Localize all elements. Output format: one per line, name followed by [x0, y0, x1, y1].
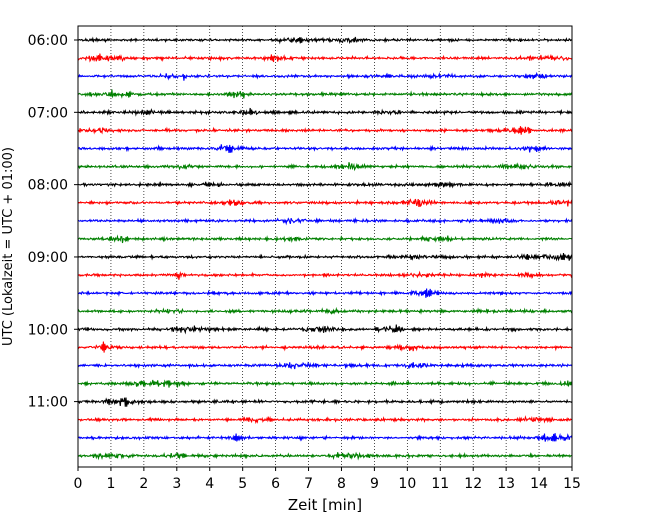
y-axis-ticks: 06:00 07:00 08:00 09:00 10:00 11:00: [28, 33, 78, 411]
x-tick-label: 9: [370, 476, 379, 492]
y-tick-label: 10:00: [28, 322, 68, 338]
x-tick-label: 14: [530, 476, 548, 492]
y-axis-title: UTC (Lokalzeit = UTC + 01:00): [1, 147, 16, 346]
seismic-traces: [77, 36, 573, 461]
trace-0915: [77, 270, 573, 280]
x-tick-label: 6: [271, 476, 280, 492]
trace-0845: [78, 234, 573, 244]
x-tick-label: 2: [139, 476, 148, 492]
trace-0945: [77, 306, 573, 315]
x-axis-ticks: 0 1 2 3 4 5 6 7 8 9 10 11 12 13 14 15: [74, 467, 581, 492]
x-tick-label: 11: [431, 476, 449, 492]
x-tick-label: 13: [497, 476, 515, 492]
x-tick-label: 10: [398, 476, 416, 492]
x-tick-label: 7: [304, 476, 313, 492]
y-tick-label: 08:00: [28, 178, 68, 194]
x-tick-label: 4: [205, 476, 214, 492]
trace-1130: [77, 433, 573, 442]
x-tick-label: 3: [172, 476, 181, 492]
trace-0645: [77, 89, 573, 99]
x-tick-label: 8: [337, 476, 346, 492]
x-axis-title: Zeit [min]: [288, 496, 362, 514]
trace-0615: [77, 53, 573, 63]
trace-0745: [77, 162, 573, 172]
x-tick-label: 5: [238, 476, 247, 492]
trace-0900: [77, 252, 573, 262]
trace-0800: [77, 180, 573, 189]
x-tick-label: 1: [106, 476, 115, 492]
trace-0630: [77, 71, 573, 81]
trace-0600: [77, 36, 573, 45]
trace-1115: [77, 415, 573, 425]
x-tick-label: 15: [563, 476, 581, 492]
trace-1045: [77, 379, 573, 388]
trace-0730: [77, 144, 573, 153]
x-tick-label: 0: [74, 476, 83, 492]
trace-0930: [77, 288, 573, 298]
trace-0815: [77, 198, 573, 208]
trace-0700: [77, 107, 573, 117]
x-tick-label: 12: [464, 476, 482, 492]
trace-1145: [77, 451, 573, 461]
trace-1030: [77, 361, 573, 370]
trace-0830: [77, 216, 573, 226]
y-tick-label: 09:00: [28, 250, 68, 266]
y-tick-label: 11:00: [28, 395, 68, 411]
y-tick-label: 07:00: [28, 105, 68, 121]
plot-frame: [77, 25, 573, 468]
trace-1000: [77, 324, 573, 335]
trace-0715: [77, 126, 573, 135]
y-tick-label: 06:00: [28, 33, 68, 49]
trace-1015: [77, 341, 573, 353]
trace-1100: [77, 397, 573, 407]
